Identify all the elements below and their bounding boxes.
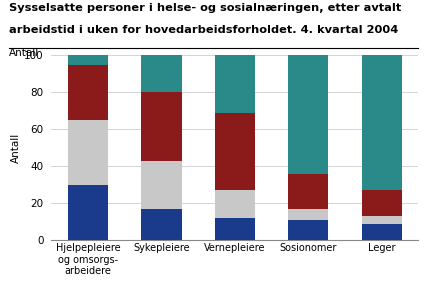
Bar	[214, 218, 254, 240]
Bar	[288, 174, 328, 209]
Bar	[361, 55, 401, 190]
Text: Sysselsatte personer i helse- og sosialnæringen, etter avtalt: Sysselsatte personer i helse- og sosialn…	[9, 3, 400, 13]
Bar	[68, 55, 108, 65]
Bar	[141, 55, 181, 92]
Bar	[288, 209, 328, 220]
Bar	[288, 220, 328, 240]
Bar	[141, 209, 181, 240]
Bar	[361, 224, 401, 240]
Y-axis label: Antall: Antall	[11, 133, 21, 163]
Bar	[68, 120, 108, 185]
Text: arbeidstid i uken for hovedarbeidsforholdet. 4. kvartal 2004: arbeidstid i uken for hovedarbeidsforhol…	[9, 25, 397, 34]
Bar	[214, 113, 254, 190]
Bar	[214, 55, 254, 113]
Text: Antall: Antall	[9, 48, 39, 58]
Bar	[361, 190, 401, 216]
Bar	[214, 190, 254, 218]
Bar	[361, 216, 401, 224]
Bar	[288, 55, 328, 174]
Bar	[141, 92, 181, 161]
Bar	[141, 161, 181, 209]
Bar	[68, 185, 108, 240]
Bar	[68, 65, 108, 120]
